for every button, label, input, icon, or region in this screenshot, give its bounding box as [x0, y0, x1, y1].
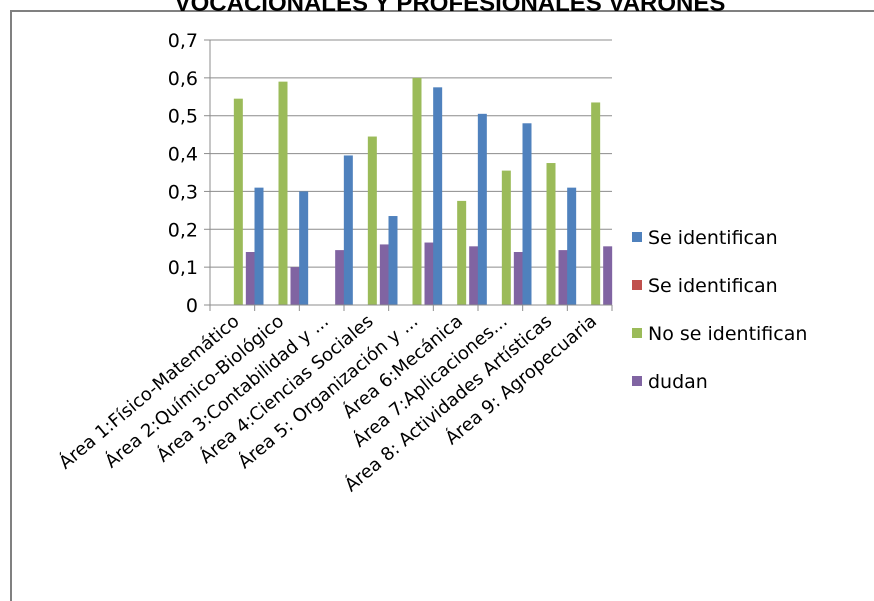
legend-swatch: [632, 280, 642, 290]
y-tick-label: 0,5: [168, 106, 198, 128]
bar: [343, 155, 353, 305]
legend-swatch: [632, 232, 642, 242]
y-tick-label: 0: [186, 295, 198, 317]
chart-frame: [10, 10, 874, 601]
bar: [424, 242, 434, 305]
legend: Se identifican Se identifican No se identi…: [632, 227, 807, 393]
bar: [558, 250, 568, 305]
y-tick-label: 0,3: [168, 181, 198, 203]
bar: [233, 98, 243, 305]
bar: [513, 252, 523, 305]
legend-label: dudan: [648, 371, 708, 393]
bar: [501, 170, 511, 305]
legend-label: No se identifican: [648, 323, 807, 345]
y-tick-label: 0,2: [168, 219, 198, 241]
bar: [546, 163, 556, 305]
legend-swatch: [632, 328, 642, 338]
bar: [433, 87, 443, 305]
bar: [278, 81, 288, 306]
bar: [379, 244, 389, 305]
legend-label: Se identifican: [648, 227, 778, 249]
bar: [603, 246, 613, 305]
legend-swatch: [632, 376, 642, 386]
x-category-label: Área 3:Contabilidad y ...: [152, 310, 333, 467]
bar: [388, 216, 398, 305]
bar: [591, 102, 601, 305]
bar: [457, 200, 467, 305]
bar: [477, 113, 487, 305]
bars: [233, 77, 613, 306]
legend-label: Se identifican: [648, 275, 778, 297]
y-tick-label: 0,4: [168, 144, 198, 166]
bar: [522, 123, 532, 306]
y-axis-tick-labels: 0 0,1 0,2 0,3 0,4 0,5 0,6 0,7: [168, 30, 198, 317]
y-tick-label: 0,7: [168, 30, 198, 52]
bar: [254, 187, 264, 305]
bar: [335, 250, 345, 305]
bar: [367, 136, 377, 305]
bar: [290, 267, 300, 305]
bar: [412, 77, 422, 305]
y-tick-label: 0,1: [168, 257, 198, 279]
bar: [469, 246, 479, 305]
axes: [209, 40, 613, 311]
bar: [245, 252, 255, 305]
chart-title: VOCACIONALES Y PROFESIONALES VARONES: [174, 0, 726, 17]
bar: [299, 191, 309, 305]
bar: [567, 187, 577, 305]
gridlines: [204, 39, 612, 306]
y-tick-label: 0,6: [168, 68, 198, 90]
